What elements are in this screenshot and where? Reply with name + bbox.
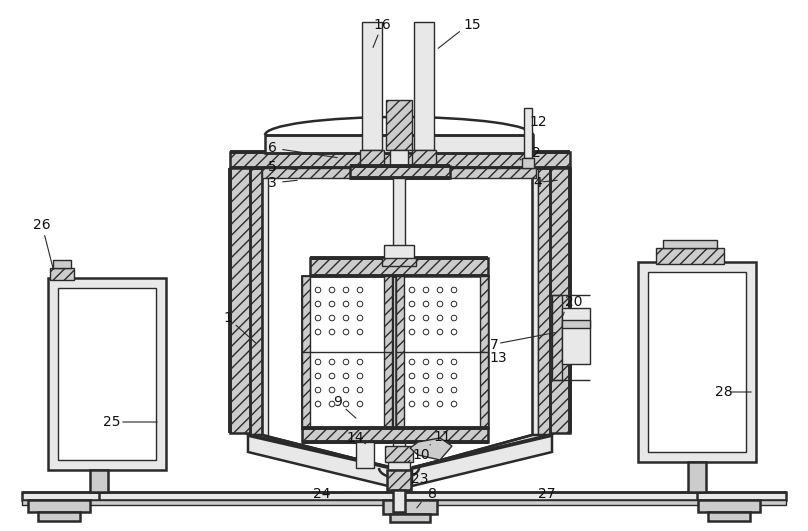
Bar [562, 320, 590, 328]
Bar [356, 442, 374, 468]
Bar [387, 470, 411, 490]
Bar [663, 240, 717, 248]
Text: 1: 1 [224, 311, 233, 325]
Text: 8: 8 [427, 487, 436, 501]
Text: 9: 9 [334, 395, 343, 409]
Text: 11: 11 [433, 430, 451, 444]
Bar [248, 165, 262, 435]
Bar [390, 150, 408, 168]
Bar [390, 514, 430, 522]
Bar [48, 278, 166, 470]
Bar [350, 166, 450, 178]
Bar [550, 168, 570, 433]
Text: 7: 7 [490, 338, 499, 352]
Text: 3: 3 [267, 176, 276, 190]
Bar [262, 168, 536, 178]
Text: 20: 20 [566, 295, 583, 309]
Bar [396, 276, 488, 428]
Bar [53, 260, 71, 268]
Text: 16: 16 [373, 18, 391, 32]
Bar [302, 276, 392, 428]
Bar [310, 258, 488, 276]
Bar [538, 165, 552, 435]
Bar [385, 446, 413, 462]
Bar [384, 245, 414, 259]
Text: 28: 28 [715, 385, 733, 399]
Text: 13: 13 [489, 351, 507, 365]
Text: 15: 15 [463, 18, 481, 32]
Bar [638, 262, 756, 462]
Polygon shape [412, 435, 552, 486]
Bar [480, 276, 488, 428]
Bar [393, 490, 405, 512]
Bar [262, 165, 268, 435]
Bar [552, 295, 562, 380]
Bar [28, 500, 90, 512]
Bar [362, 22, 382, 150]
Bar [522, 158, 534, 168]
Bar [384, 276, 392, 428]
Text: 26: 26 [33, 218, 51, 232]
Text: 6: 6 [267, 141, 276, 155]
Bar [302, 276, 392, 428]
Bar [524, 108, 532, 158]
Text: 10: 10 [412, 448, 430, 462]
Bar [383, 500, 437, 514]
Bar [562, 308, 590, 364]
Bar [58, 288, 156, 460]
Bar [688, 462, 706, 492]
Bar [230, 168, 250, 433]
Bar [412, 150, 436, 166]
Text: 24: 24 [314, 487, 330, 501]
Text: 12: 12 [529, 115, 547, 129]
Bar [22, 492, 786, 500]
Bar [382, 258, 416, 266]
Bar [414, 22, 434, 150]
Bar [38, 512, 80, 521]
Bar [265, 135, 533, 153]
Bar [386, 100, 412, 150]
Polygon shape [410, 438, 452, 460]
Bar [698, 500, 760, 512]
Bar [360, 150, 384, 166]
Bar [50, 268, 74, 280]
Text: 5: 5 [267, 160, 276, 174]
Bar [708, 512, 750, 521]
Bar [393, 178, 405, 478]
Bar [396, 276, 404, 428]
Bar [22, 500, 786, 505]
Text: 27: 27 [538, 487, 556, 501]
Bar [302, 276, 310, 428]
Text: 4: 4 [533, 176, 542, 190]
Text: 23: 23 [411, 472, 429, 486]
Bar [656, 248, 724, 264]
Bar [230, 152, 570, 168]
Bar [532, 165, 538, 435]
Bar [90, 470, 108, 492]
Text: 14: 14 [346, 431, 364, 445]
Bar [302, 428, 488, 442]
Bar [648, 272, 746, 452]
Text: 25: 25 [103, 415, 120, 429]
Bar [388, 462, 410, 470]
Text: 2: 2 [532, 146, 541, 160]
Polygon shape [248, 435, 392, 486]
